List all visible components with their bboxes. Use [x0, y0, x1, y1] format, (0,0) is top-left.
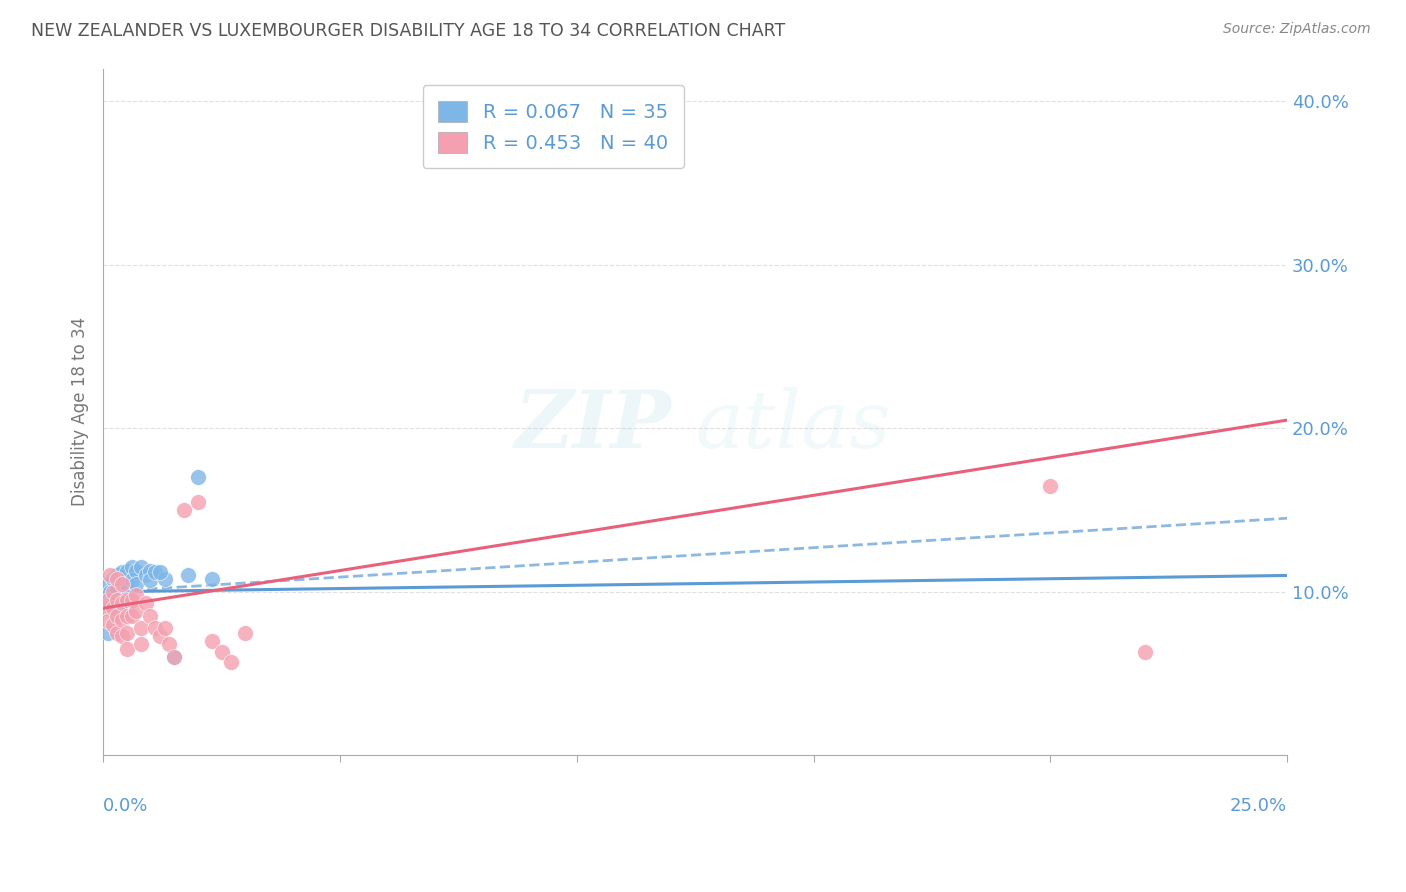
Point [111, 604, 134, 618]
Point [121, 574, 143, 588]
Point [115, 576, 138, 591]
Point [135, 596, 157, 610]
Point [125, 576, 148, 591]
Point [111, 590, 134, 604]
Point [105, 625, 128, 640]
Point [159, 637, 181, 651]
Point [121, 609, 143, 624]
Point [173, 503, 195, 517]
Point [233, 625, 256, 640]
Point [111, 576, 134, 591]
Point [121, 593, 143, 607]
Text: ZIP: ZIP [515, 387, 672, 465]
Point [143, 621, 166, 635]
Point [201, 633, 224, 648]
Point [101, 584, 124, 599]
Text: NEW ZEALANDER VS LUXEMBOURGER DISABILITY AGE 18 TO 34 CORRELATION CHART: NEW ZEALANDER VS LUXEMBOURGER DISABILITY… [31, 22, 785, 40]
Point [129, 637, 152, 651]
Point [105, 582, 128, 596]
Point [105, 568, 128, 582]
Point [101, 588, 124, 602]
Point [129, 621, 152, 635]
Point [101, 572, 124, 586]
Point [97, 614, 120, 628]
Point [111, 596, 134, 610]
Point [1039, 478, 1062, 492]
Point [115, 609, 138, 624]
Point [105, 572, 128, 586]
Point [125, 564, 148, 578]
Point [101, 601, 124, 615]
Point [129, 560, 152, 574]
Point [125, 588, 148, 602]
Point [97, 598, 120, 612]
Text: atlas: atlas [695, 387, 890, 465]
Point [105, 593, 128, 607]
Point [115, 642, 138, 657]
Y-axis label: Disability Age 18 to 34: Disability Age 18 to 34 [72, 318, 89, 507]
Point [111, 613, 134, 627]
Point [163, 650, 186, 665]
Point [163, 650, 186, 665]
Text: 0.0%: 0.0% [103, 797, 149, 814]
Point [143, 565, 166, 579]
Point [121, 560, 143, 574]
Point [149, 565, 172, 579]
Point [177, 568, 200, 582]
Point [201, 572, 224, 586]
Point [97, 625, 120, 640]
Point [153, 621, 176, 635]
Point [97, 576, 120, 591]
Point [125, 604, 148, 618]
Point [219, 655, 242, 669]
Point [135, 568, 157, 582]
Point [115, 625, 138, 640]
Point [98, 584, 121, 599]
Point [111, 565, 134, 579]
Point [115, 564, 138, 578]
Point [115, 590, 138, 604]
Point [98, 568, 121, 582]
Point [139, 609, 162, 624]
Point [97, 593, 120, 607]
Point [105, 609, 128, 624]
Point [149, 629, 172, 643]
Text: 25.0%: 25.0% [1230, 797, 1286, 814]
Legend: R = 0.067   N = 35, R = 0.453   N = 40: R = 0.067 N = 35, R = 0.453 N = 40 [423, 85, 683, 169]
Point [139, 574, 162, 588]
Point [101, 617, 124, 632]
Point [94, 588, 117, 602]
Point [94, 601, 117, 615]
Point [105, 609, 128, 624]
Point [111, 629, 134, 643]
Point [105, 594, 128, 608]
Point [115, 593, 138, 607]
Point [187, 470, 209, 484]
Point [187, 495, 209, 509]
Text: Source: ZipAtlas.com: Source: ZipAtlas.com [1223, 22, 1371, 37]
Point [1133, 645, 1156, 659]
Point [115, 604, 138, 618]
Point [101, 604, 124, 618]
Point [139, 564, 162, 578]
Point [153, 572, 176, 586]
Point [111, 576, 134, 591]
Point [211, 645, 233, 659]
